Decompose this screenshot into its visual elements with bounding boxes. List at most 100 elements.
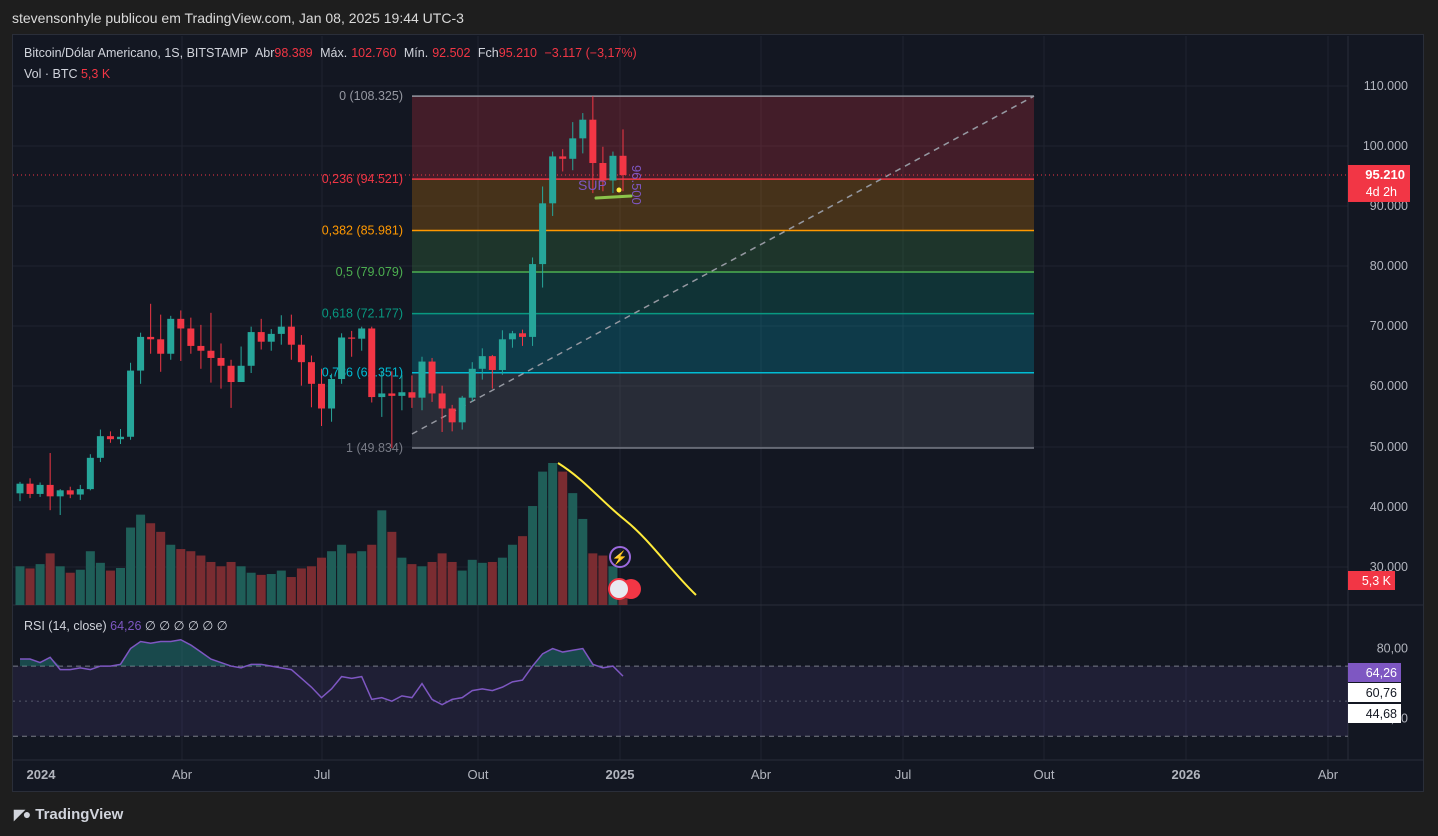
candle-body <box>388 393 396 396</box>
open-label: Abr <box>254 46 275 60</box>
volume-bar <box>497 557 507 605</box>
volume-bar <box>206 561 216 605</box>
low-label: Mín. <box>403 46 429 60</box>
candle-body <box>418 361 426 398</box>
volume-bar <box>296 568 306 605</box>
bar-countdown: 4d 2h <box>1366 185 1397 199</box>
fib-level-label: 1 (49.834) <box>346 441 403 455</box>
last-price-value: 95.210 <box>1365 167 1405 182</box>
candle-body <box>619 155 627 176</box>
volume-bar <box>357 551 367 605</box>
volume-bar <box>246 572 256 605</box>
price-axis-label: 70.000 <box>1370 319 1408 333</box>
volume-bar <box>55 566 65 605</box>
tradingview-brand[interactable]: ◤● TradingView <box>14 806 123 823</box>
volume-bar <box>558 471 568 605</box>
volume-bar <box>306 566 316 605</box>
volume-bar <box>417 566 427 605</box>
candle-body <box>408 392 416 398</box>
volume-bar <box>457 570 467 605</box>
lightning-glyph: ⚡ <box>612 550 628 566</box>
close-value: 95.210 <box>498 46 537 60</box>
volume-bar <box>266 574 276 605</box>
volume-bar <box>166 544 176 605</box>
candle-body <box>549 156 557 204</box>
volume-bar <box>95 562 105 605</box>
rsi-legend: RSI (14, close) 64,26 ∅ ∅ ∅ ∅ ∅ ∅ <box>24 618 228 633</box>
volume-bar <box>196 555 206 605</box>
volume-bar <box>347 553 357 605</box>
candle-body <box>287 326 295 345</box>
volume-bar <box>75 569 85 605</box>
volume-bar <box>216 566 226 605</box>
time-axis-label: Abr <box>172 767 193 782</box>
volume-bar <box>578 518 588 605</box>
volume-bar <box>538 471 548 605</box>
published-by: stevensonhyle publicou em TradingView.co… <box>12 10 464 26</box>
high-label: Máx. <box>320 46 348 60</box>
candle-body <box>237 365 245 383</box>
volume-bar <box>548 463 558 605</box>
symbol-name: Bitcoin/Dólar Americano, 1S, BITSTAMP <box>24 46 249 60</box>
candle-body <box>106 436 114 440</box>
support-label: SUP <box>578 177 607 193</box>
candle-body <box>307 362 315 384</box>
fib-level-label: 0 (108.325) <box>339 89 403 103</box>
candle-body <box>448 408 456 423</box>
price-axis-label: 40.000 <box>1370 500 1408 514</box>
candle-body <box>348 337 356 339</box>
volume-bar <box>588 553 598 605</box>
volume-bar <box>518 536 527 605</box>
fib-level-label: 0,618 (72.177) <box>322 307 403 321</box>
candle-body <box>458 397 466 423</box>
candle-body <box>16 483 24 494</box>
candle-body <box>247 332 255 366</box>
fib-level-label: 0,382 (85.981) <box>322 224 403 238</box>
candle-body <box>338 337 346 380</box>
volume-bar <box>276 570 286 605</box>
volume-bar <box>226 561 236 605</box>
fib-zone <box>412 96 1034 180</box>
volume-bar <box>397 557 407 605</box>
drawn-curve-annotation <box>557 462 697 596</box>
volume-bar <box>477 562 487 605</box>
rsi-upper-tag-text: 60,76 <box>1366 686 1397 700</box>
volume-bar <box>568 493 578 605</box>
time-axis-label: 2024 <box>27 767 57 782</box>
candle-body <box>478 356 486 369</box>
candle-body <box>609 155 617 181</box>
candle-body <box>157 339 165 354</box>
volume-value: 5,3 K <box>80 67 111 81</box>
volume-bar <box>156 531 166 605</box>
rsi-lower-tag <box>1348 704 1401 723</box>
rsi-value-tag-text: 64,26 <box>1366 666 1397 680</box>
volume-bar <box>65 572 75 605</box>
candle-body <box>398 392 406 396</box>
time-axis-label: 2026 <box>1172 767 1201 782</box>
volume-bar <box>427 561 437 605</box>
candle-body <box>579 119 587 139</box>
volume-bar <box>146 523 156 605</box>
price-axis-label: 90.000 <box>1370 199 1408 213</box>
candle-body <box>86 457 94 490</box>
price-axis-label: 100.000 <box>1363 139 1408 153</box>
candle-body <box>468 368 476 398</box>
volume-bar <box>256 574 266 605</box>
candle-body <box>46 484 54 497</box>
price-axis-label: 80.000 <box>1370 259 1408 273</box>
volume-bar <box>337 544 347 605</box>
candle-body <box>529 264 537 337</box>
candle-body <box>217 357 225 366</box>
volume-label: Vol · BTC <box>24 67 78 81</box>
candle-body <box>76 489 84 495</box>
candle-body <box>197 345 205 351</box>
time-axis-label: Jul <box>895 767 912 782</box>
candle-body <box>127 370 135 437</box>
candle-body <box>569 138 577 159</box>
rsi-label: RSI (14, close) <box>24 619 107 633</box>
candle-body <box>257 332 265 342</box>
fib-level-label: 0,236 (94.521) <box>322 172 403 186</box>
time-axis-label: Out <box>468 767 489 782</box>
candle-body <box>559 156 567 159</box>
